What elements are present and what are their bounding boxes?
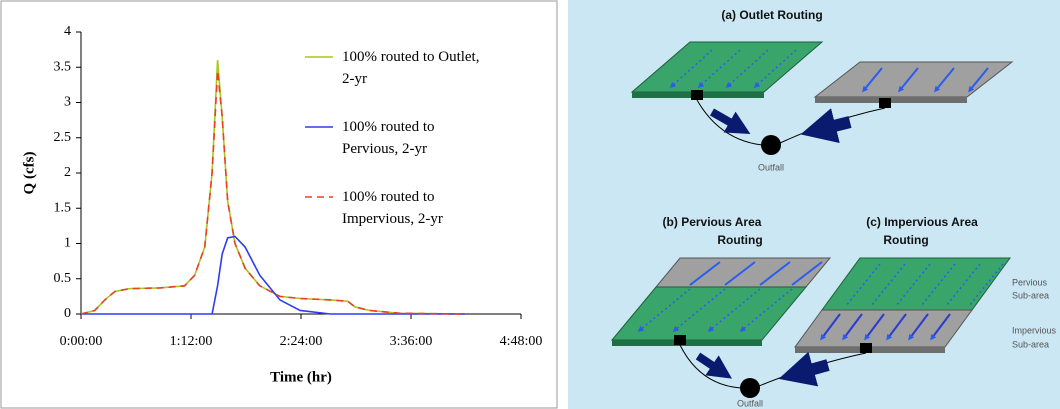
outfall [761,135,781,155]
legend-swatch [305,196,333,198]
flow-arrows [669,49,797,89]
legend-entry: 100% routed to Outlet, 2-yr [302,46,482,90]
outlet-node [860,343,872,353]
slab-edge [612,340,762,346]
flow-arrow [710,108,751,134]
legend: 100% routed to Outlet, 2-yr 100% routed t… [302,46,482,256]
legend-entry: 100% routed to Pervious, 2-yr [302,116,482,160]
series-line [81,235,466,315]
legend-label: 100% routed to Impervious, 2-yr [342,189,443,227]
series-line [80,70,466,315]
y-tick-label: 4 [64,24,71,39]
y-tick-label: 0.5 [54,271,72,286]
flow-arrows [689,261,823,286]
panel-title: (c) Impervious Area [866,215,978,229]
legend-label: 100% routed to Pervious, 2-yr [342,119,435,157]
y-tick-label: 3.5 [54,59,72,74]
x-axis-title: Time (hr) [270,369,332,385]
x-tick-label: 4:48:00 [500,334,543,349]
legend-entry: 100% routed to Impervious, 2-yr [302,186,482,230]
flow-arrow [800,108,852,144]
diagram: (a) Outlet Routing Outfall Outfall (b) P… [610,8,1057,408]
flow-arrows [862,67,989,93]
sub-area-label: Sub-area [1012,290,1049,300]
x-tick-label: 0:00:00 [60,334,103,349]
sub-area-label: Pervious [1012,277,1048,287]
flow-arrows [820,313,951,341]
flow-arrows [845,263,1004,307]
y-axis-title: Q (cfs) [21,152,37,195]
flow-arrow [778,351,830,387]
outlet-node [879,98,891,108]
flow-arrow [695,352,732,379]
panel-title: Routing [883,233,928,247]
outlet-node [691,90,703,100]
outfall [740,378,760,398]
legend-label: 100% routed to Outlet, 2-yr [342,49,480,87]
panel-title: (b) Pervious Area [663,215,762,229]
outfall-label: Outfall [737,398,763,408]
y-tick-label: 3 [64,95,71,110]
outfall-label: Outfall [758,162,784,172]
connector [679,344,742,389]
legend-swatch [305,126,333,128]
panel-title: Routing [717,233,762,247]
panel-title: (a) Outlet Routing [721,8,822,22]
chart: 0 0.5 1 1.5 2 2.5 3 3.5 4 0:00:00 1:12:00 2:24:00 3:… [21,24,542,385]
legend-swatch [305,56,333,58]
sub-area-label: Impervious [1012,325,1057,335]
x-tick-label: 2:24:00 [280,334,323,349]
outlet-node [674,335,686,345]
x-tick-label: 1:12:00 [170,334,213,349]
y-tick-label: 1 [64,236,71,251]
impervious-slab [654,257,832,288]
y-tick-label: 0 [64,306,71,321]
y-tick-label: 2.5 [54,130,72,145]
flow-arrows [637,288,793,332]
x-tick-label: 3:36:00 [390,334,433,349]
chart-frame [0,0,558,409]
sub-area-label: Sub-area [1012,339,1049,349]
y-tick-label: 2 [64,165,71,180]
y-tick-label: 1.5 [54,200,72,215]
